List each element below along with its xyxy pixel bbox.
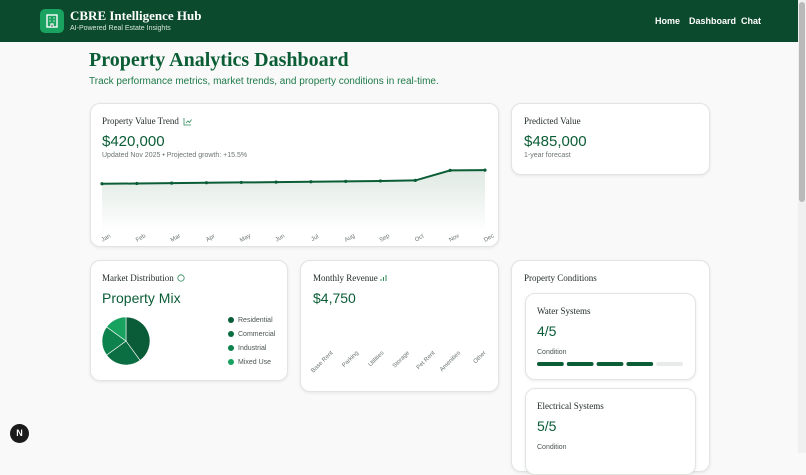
- dev-badge[interactable]: N: [10, 424, 29, 443]
- card-heading: Property Mix: [102, 290, 181, 306]
- header: [0, 0, 806, 42]
- card-title: Predicted Value: [524, 116, 581, 126]
- page-subtitle: Track performance metrics, market trends…: [89, 76, 439, 87]
- app-title: CBRE Intelligence Hub: [70, 8, 202, 23]
- app-subtitle: AI-Powered Real Estate Insights: [70, 25, 171, 32]
- revenue-value: $4,750: [313, 290, 356, 306]
- condition-name: Electrical Systems: [537, 401, 604, 411]
- scrollbar: [798, 0, 806, 453]
- predicted-value: $485,000: [524, 133, 587, 150]
- scroll-thumb[interactable]: [799, 2, 805, 202]
- value-note: Updated Nov 2025 • Projected growth: +15…: [102, 152, 248, 159]
- revenue-card: [300, 260, 499, 392]
- current-value: $420,000: [102, 133, 165, 150]
- card-title: Property Value Trend: [102, 116, 179, 126]
- nav-link[interactable]: Dashboard: [689, 16, 737, 26]
- condition-name: Water Systems: [537, 306, 591, 316]
- logo: [40, 9, 64, 33]
- condition-rating: 4/5: [537, 323, 557, 339]
- card-title: Market Distribution: [102, 273, 174, 283]
- predicted-note: 1-year forecast: [524, 152, 571, 159]
- page-title: Property Analytics Dashboard: [89, 49, 349, 71]
- card-title: Property Conditions: [524, 273, 597, 283]
- nav-link[interactable]: Chat: [741, 16, 761, 26]
- nav-link[interactable]: Home: [655, 16, 681, 26]
- condition-label: Condition: [537, 349, 567, 356]
- predicted-card: [511, 103, 710, 175]
- condition-rating: 5/5: [537, 418, 557, 434]
- card-title: Monthly Revenue: [313, 273, 378, 283]
- condition-label: Condition: [537, 444, 567, 451]
- logo-icon: [46, 14, 58, 28]
